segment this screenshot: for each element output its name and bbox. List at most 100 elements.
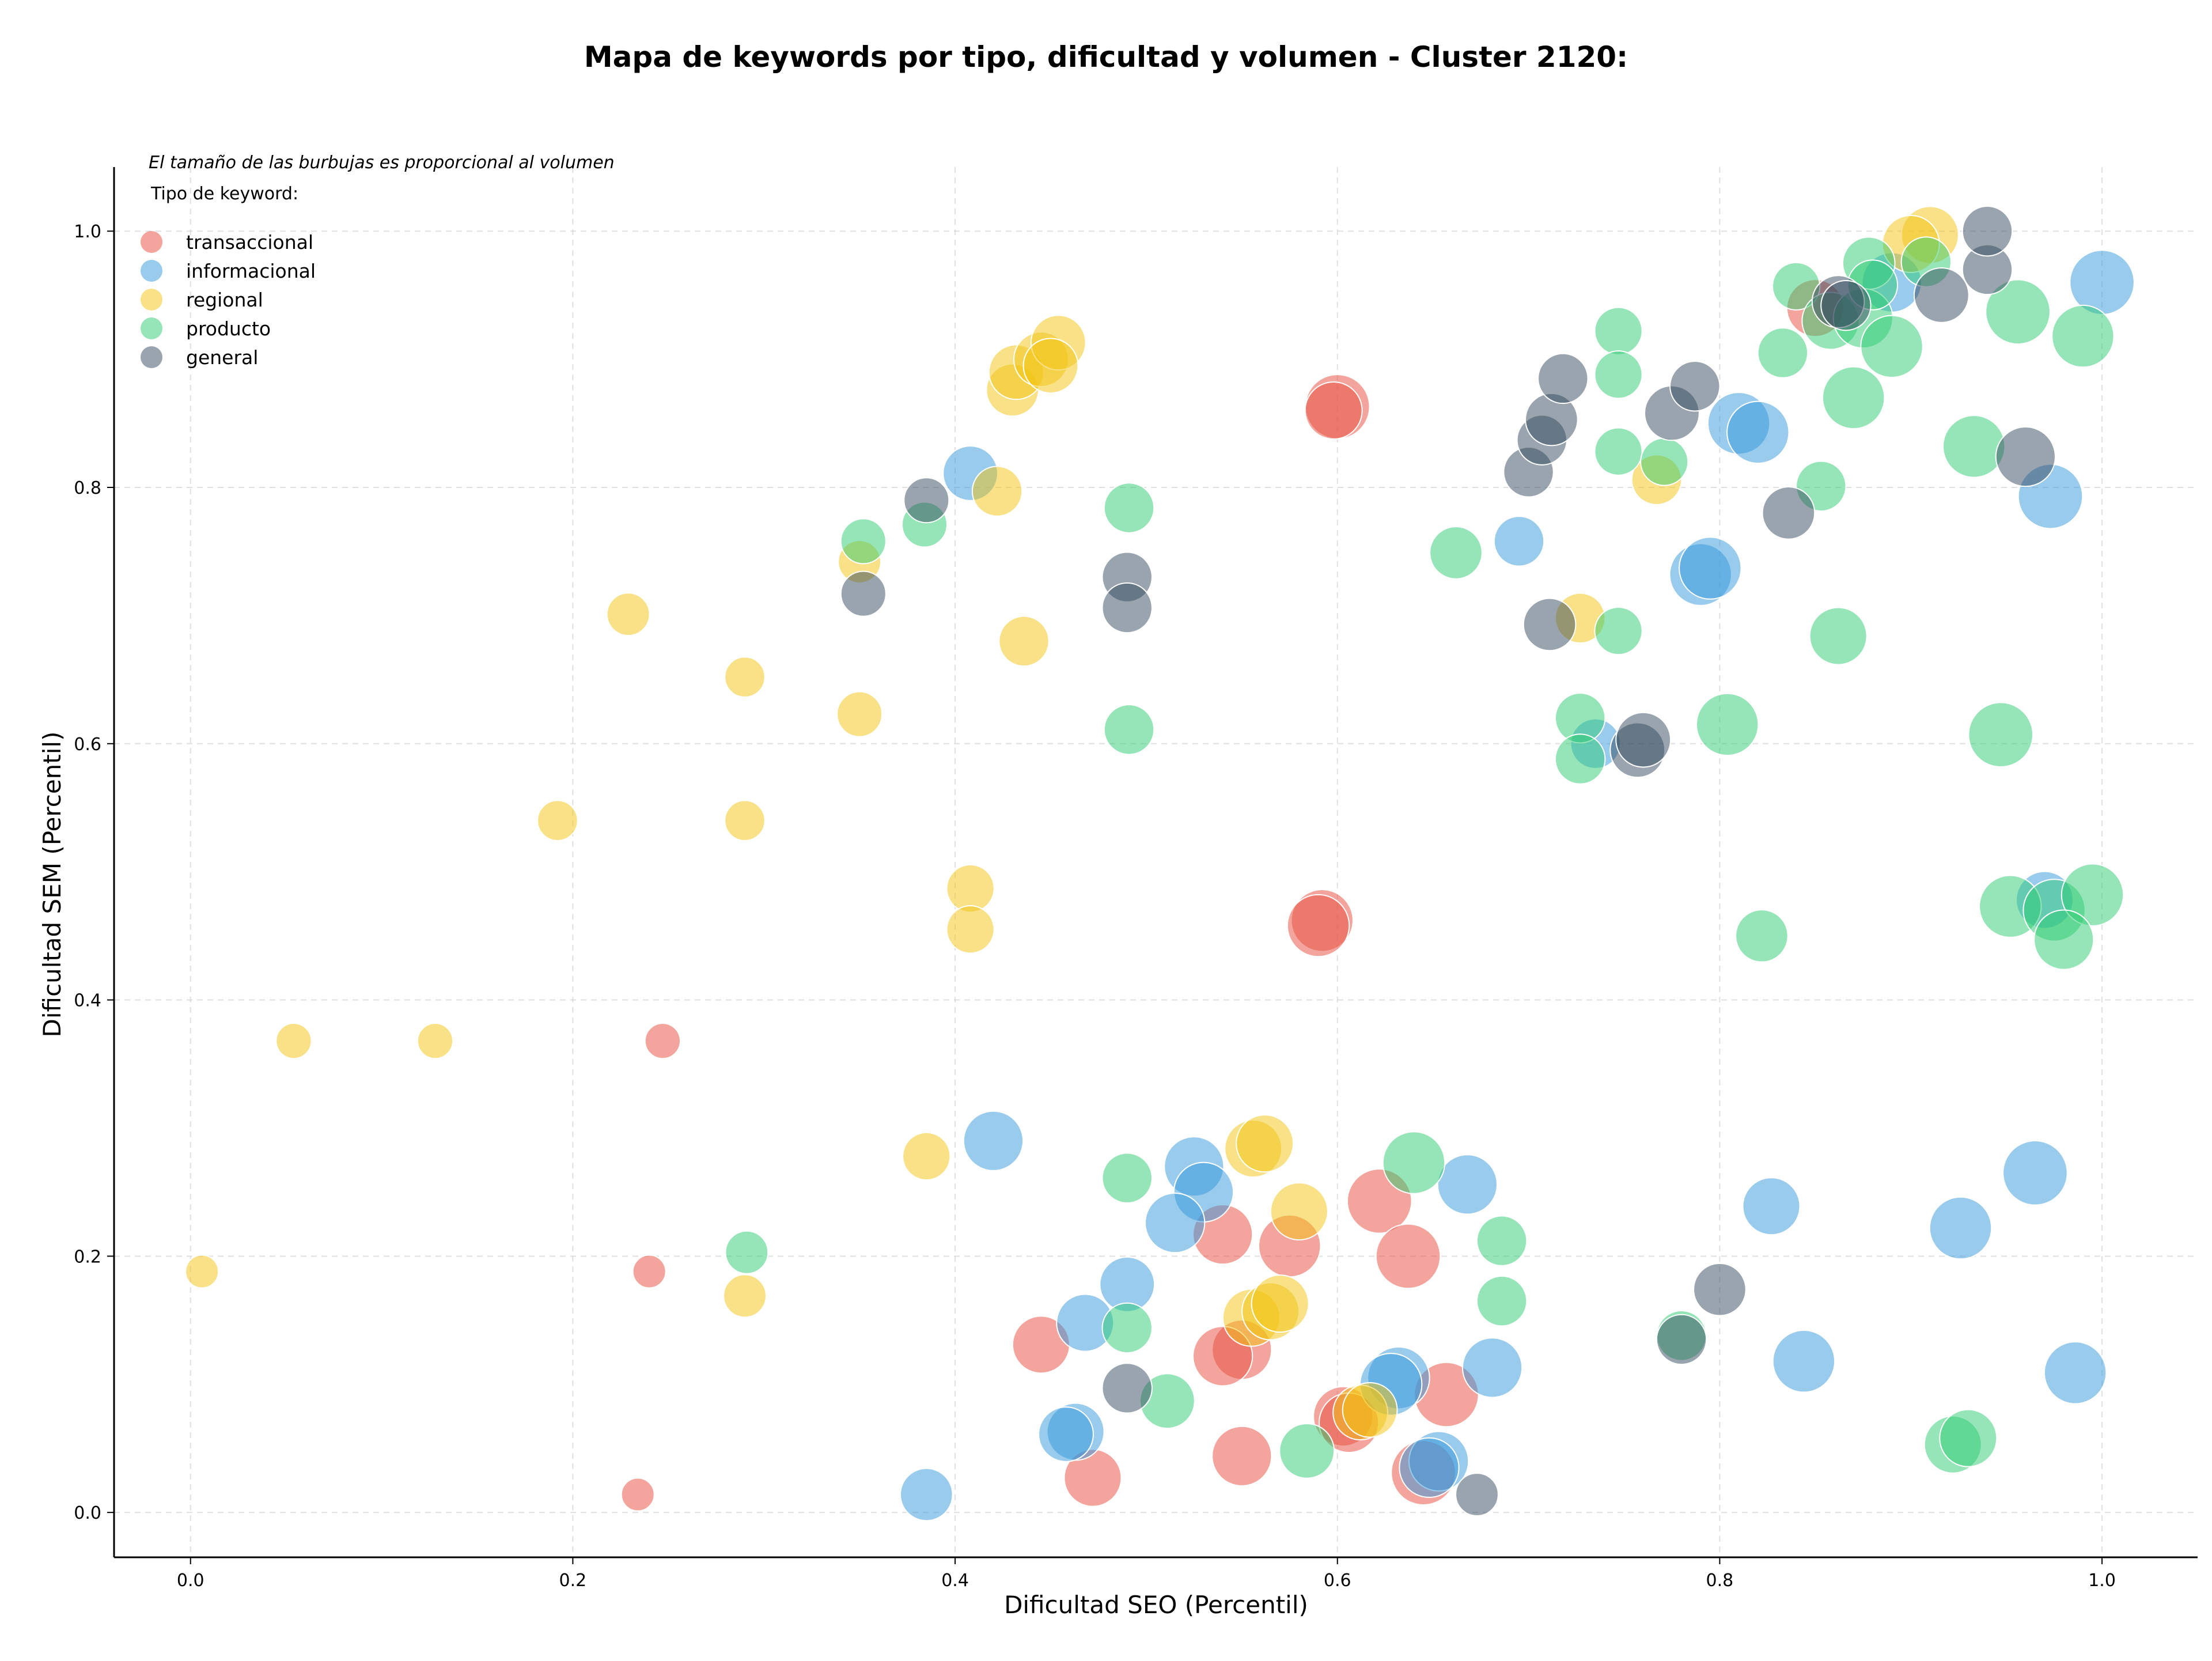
bubble-transaccional [1375,1223,1441,1289]
x-tick-label: 0.2 [559,1571,587,1591]
bubble-regional [724,656,766,698]
bubble-general [1656,1314,1707,1365]
bubble-producto [1476,1215,1528,1266]
x-tick-label: 0.8 [1706,1571,1734,1591]
bubble-producto [1103,482,1155,534]
bubble-general [1455,1473,1499,1516]
bubble-general [1762,486,1816,540]
bubble-informacional [2002,1140,2068,1206]
bubble-producto [1382,1131,1446,1194]
bubble-regional [971,466,1023,517]
bubble-regional [1236,1114,1294,1173]
y-tick-label: 0.4 [74,991,101,1011]
legend-label-producto: producto [186,317,271,340]
bubble-producto [1735,909,1789,963]
bubble-regional [1342,1382,1398,1438]
x-tick-label: 0.4 [941,1571,969,1591]
bubble-transaccional [1211,1425,1272,1486]
bubble-producto [1476,1276,1528,1327]
bubble-producto [1594,427,1643,476]
x-tick-label: 1.0 [2088,1571,2116,1591]
bubble-general [1615,712,1672,768]
legend-label-regional: regional [186,289,263,311]
bubble-informacional [1437,1154,1498,1215]
bubble-transaccional [620,1477,655,1512]
bubble-regional [416,1023,454,1060]
bubble-general [1820,279,1872,331]
bubble-transaccional [1304,381,1363,440]
bubble-general [1669,361,1721,412]
bubble-informacional [1679,536,1742,600]
legend-label-general: general [186,346,258,369]
bubble-general [840,570,887,617]
bubble-producto [1695,693,1759,756]
y-axis-label: Dificultad SEM (Percentil) [38,732,66,1038]
bubble-general [1693,1262,1747,1316]
bubble-regional [946,905,995,954]
bubble-producto [1860,315,1923,379]
legend-marker-producto [141,317,162,339]
bubble-producto [1942,415,2006,478]
bubble-regional [606,592,650,637]
bubble-producto [1101,1152,1153,1204]
bubble-producto [1985,279,2051,345]
bubble-producto [1640,437,1689,486]
y-tick-label: 0.6 [74,735,101,755]
bubble-informacional [1742,1177,1801,1236]
bubble-producto [1821,366,1885,430]
y-tick-label: 0.8 [74,478,101,498]
bubble-informacional [1461,1337,1523,1398]
legend-title: Tipo de keyword: [150,184,298,204]
bubble-producto [840,518,887,565]
bubble-informacional [2043,1341,2107,1405]
bubble-regional [723,1274,767,1318]
bubble-regional [1270,1182,1328,1241]
bubble-producto [1594,606,1643,656]
bubble-producto [1279,1423,1335,1479]
bubble-general [1995,426,2056,487]
bubble-general [1101,582,1153,634]
legend-marker-regional [141,289,162,311]
bubble-transaccional [1286,894,1350,958]
bubble-producto [1429,526,1483,580]
bubble-regional [902,1132,951,1181]
bubble-informacional [1399,1437,1460,1498]
bubble-general [1961,205,2013,257]
legend-label-informacional: informacional [186,260,316,282]
bubble-layer [185,205,2135,1522]
bubble-general [1913,267,1969,323]
bubble-general [903,477,950,524]
bubble-informacional [1493,516,1545,567]
bubble-producto [1968,702,2034,768]
bubble-regional [185,1254,219,1289]
bubble-general [1101,1363,1153,1414]
x-tick-label: 0.0 [177,1571,204,1591]
bubble-transaccional [644,1023,681,1060]
bubble-producto [1594,307,1643,355]
bubble-regional [1022,338,1079,394]
bubble-producto [1939,1409,1998,1467]
bubble-producto [2033,909,2094,970]
tick-layer: 0.0 0.2 0.4 0.6 0.8 1.0 0.0 0.2 0.4 0.6 0.8 1.0 [74,222,2116,1591]
bubble-regional [998,615,1050,667]
bubble-producto [1757,327,1809,379]
bubble-informacional [1772,1330,1836,1393]
bubble-producto [1101,1302,1153,1354]
bubble-producto [1103,704,1155,755]
bubble-producto [2051,304,2115,368]
bubble-informacional [1726,400,1790,464]
bubble-informacional [899,1467,953,1522]
x-axis-label: Dificultad SEO (Percentil) [1004,1591,1308,1619]
legend-label-transaccional: transaccional [186,231,313,253]
bubble-informacional [1145,1192,1206,1254]
x-tick-label: 0.6 [1324,1571,1351,1591]
bubble-regional [836,691,883,737]
bubble-transaccional [632,1254,666,1289]
legend-items: transaccional informacional regional produc… [141,231,316,369]
legend-marker-transaccional [141,231,162,253]
chart-title: Mapa de keywords por tipo, dificultad y … [584,40,1628,74]
bubble-informacional [1929,1196,1993,1260]
bubble-producto [1594,350,1643,399]
y-tick-label: 1.0 [74,222,101,242]
